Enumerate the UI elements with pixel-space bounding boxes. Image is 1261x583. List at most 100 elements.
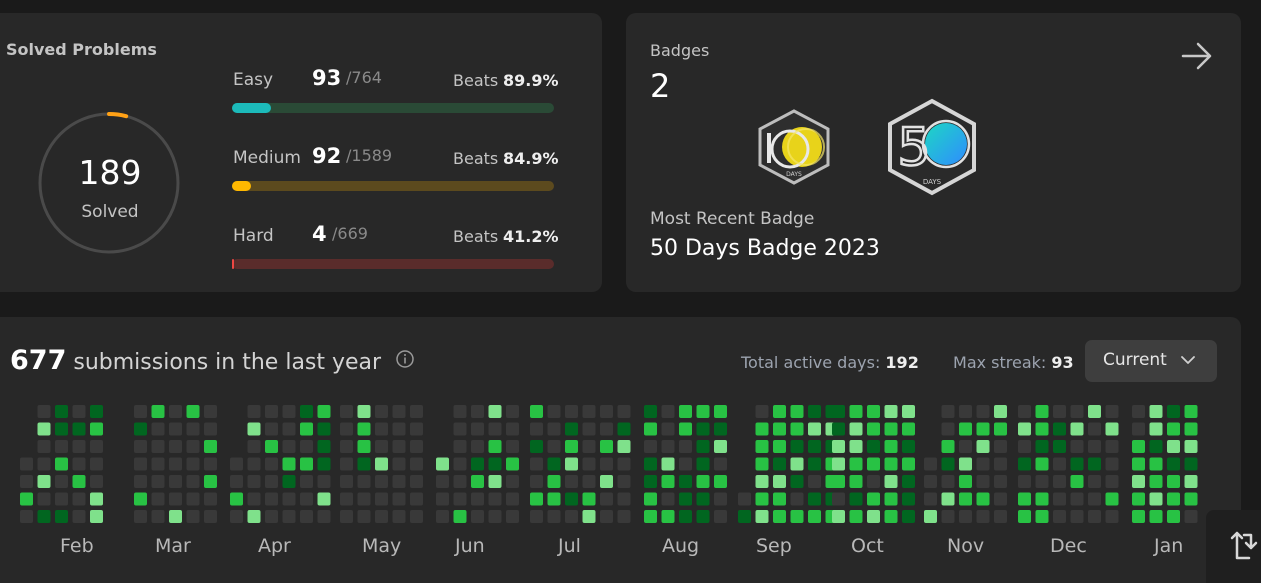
heatmap-day-cell[interactable] — [1053, 440, 1066, 453]
heatmap-day-cell[interactable] — [547, 492, 561, 506]
heatmap-day-cell[interactable] — [808, 405, 821, 418]
heatmap-day-cell[interactable] — [884, 422, 898, 436]
heatmap-day-cell[interactable] — [410, 440, 423, 453]
heatmap-day-cell[interactable] — [790, 457, 804, 471]
heatmap-day-cell[interactable] — [1105, 457, 1119, 471]
heatmap-day-cell[interactable] — [247, 492, 261, 506]
heatmap-day-cell[interactable] — [282, 440, 296, 453]
heatmap-day-cell[interactable] — [976, 492, 990, 506]
heatmap-day-cell[interactable] — [582, 405, 596, 418]
heatmap-day-cell[interactable] — [582, 440, 596, 453]
heatmap-day-cell[interactable] — [488, 405, 502, 418]
heatmap-day-cell[interactable] — [55, 405, 68, 418]
heatmap-day-cell[interactable] — [1035, 457, 1049, 471]
heatmap-day-cell[interactable] — [1132, 440, 1145, 453]
heatmap-day-cell[interactable] — [1070, 492, 1084, 506]
heatmap-day-cell[interactable] — [941, 475, 955, 488]
heatmap-day-cell[interactable] — [186, 440, 200, 453]
heatmap-day-cell[interactable] — [582, 422, 596, 436]
heatmap-day-cell[interactable] — [357, 475, 371, 488]
heatmap-day-cell[interactable] — [1184, 492, 1198, 506]
heatmap-day-cell[interactable] — [1167, 422, 1180, 436]
heatmap-day-cell[interactable] — [300, 422, 313, 436]
heatmap-day-cell[interactable] — [471, 440, 484, 453]
heatmap-day-cell[interactable] — [204, 492, 217, 506]
50-days-badge-icon[interactable]: 5 DAYS — [882, 97, 982, 197]
heatmap-day-cell[interactable] — [808, 492, 821, 506]
heatmap-day-cell[interactable] — [317, 440, 331, 453]
heatmap-day-cell[interactable] — [488, 457, 502, 471]
heatmap-day-cell[interactable] — [55, 440, 68, 453]
info-icon[interactable] — [396, 350, 414, 368]
heatmap-day-cell[interactable] — [410, 492, 423, 506]
heatmap-day-cell[interactable] — [134, 510, 147, 523]
heatmap-day-cell[interactable] — [375, 457, 388, 471]
heatmap-day-cell[interactable] — [169, 405, 182, 418]
heatmap-day-cell[interactable] — [1018, 510, 1031, 523]
heatmap-day-cell[interactable] — [300, 475, 313, 488]
heatmap-day-cell[interactable] — [832, 475, 845, 488]
heatmap-day-cell[interactable] — [1132, 492, 1145, 506]
heatmap-day-cell[interactable] — [565, 405, 578, 418]
heatmap-day-cell[interactable] — [375, 405, 388, 418]
heatmap-day-cell[interactable] — [1070, 440, 1084, 453]
heatmap-day-cell[interactable] — [300, 492, 313, 506]
heatmap-day-cell[interactable] — [1149, 510, 1163, 523]
heatmap-day-cell[interactable] — [808, 422, 821, 436]
heatmap-day-cell[interactable] — [72, 440, 86, 453]
heatmap-day-cell[interactable] — [1088, 492, 1101, 506]
heatmap-day-cell[interactable] — [151, 457, 165, 471]
heatmap-day-cell[interactable] — [1167, 475, 1180, 488]
heatmap-day-cell[interactable] — [1184, 510, 1198, 523]
heatmap-day-cell[interactable] — [340, 492, 353, 506]
heatmap-day-cell[interactable] — [582, 492, 596, 506]
heatmap-day-cell[interactable] — [471, 405, 484, 418]
heatmap-day-cell[interactable] — [679, 492, 692, 506]
heatmap-day-cell[interactable] — [1132, 510, 1145, 523]
heatmap-day-cell[interactable] — [436, 510, 449, 523]
heatmap-day-cell[interactable] — [282, 405, 296, 418]
heatmap-day-cell[interactable] — [90, 440, 103, 453]
heatmap-day-cell[interactable] — [600, 510, 613, 523]
heatmap-day-cell[interactable] — [661, 457, 675, 471]
heatmap-day-cell[interactable] — [773, 457, 786, 471]
year-dropdown[interactable]: Current — [1085, 340, 1217, 382]
heatmap-day-cell[interactable] — [1167, 405, 1180, 418]
heatmap-day-cell[interactable] — [410, 422, 423, 436]
heatmap-day-cell[interactable] — [547, 475, 561, 488]
heatmap-day-cell[interactable] — [186, 422, 200, 436]
heatmap-day-cell[interactable] — [1088, 405, 1101, 418]
heatmap-day-cell[interactable] — [902, 422, 915, 436]
heatmap-day-cell[interactable] — [134, 475, 147, 488]
heatmap-day-cell[interactable] — [186, 475, 200, 488]
heatmap-day-cell[interactable] — [679, 457, 692, 471]
heatmap-day-cell[interactable] — [392, 475, 406, 488]
heatmap-day-cell[interactable] — [247, 475, 261, 488]
heatmap-day-cell[interactable] — [37, 510, 51, 523]
heatmap-day-cell[interactable] — [169, 457, 182, 471]
heatmap-day-cell[interactable] — [72, 475, 86, 488]
heatmap-day-cell[interactable] — [151, 510, 165, 523]
heatmap-day-cell[interactable] — [72, 405, 86, 418]
heatmap-day-cell[interactable] — [1035, 492, 1049, 506]
heatmap-day-cell[interactable] — [1167, 510, 1180, 523]
heatmap-day-cell[interactable] — [902, 475, 915, 488]
heatmap-day-cell[interactable] — [471, 510, 484, 523]
heatmap-day-cell[interactable] — [1070, 475, 1084, 488]
heatmap-day-cell[interactable] — [1018, 475, 1031, 488]
heatmap-day-cell[interactable] — [994, 440, 1007, 453]
heatmap-day-cell[interactable] — [884, 475, 898, 488]
heatmap-day-cell[interactable] — [867, 510, 880, 523]
heatmap-day-cell[interactable] — [755, 440, 769, 453]
heatmap-day-cell[interactable] — [169, 440, 182, 453]
heatmap-day-cell[interactable] — [790, 475, 804, 488]
heatmap-day-cell[interactable] — [72, 422, 86, 436]
heatmap-day-cell[interactable] — [392, 492, 406, 506]
heatmap-day-cell[interactable] — [565, 492, 578, 506]
heatmap-day-cell[interactable] — [959, 457, 972, 471]
heatmap-day-cell[interactable] — [679, 510, 692, 523]
heatmap-day-cell[interactable] — [808, 440, 821, 453]
heatmap-day-cell[interactable] — [530, 440, 543, 453]
heatmap-day-cell[interactable] — [679, 440, 692, 453]
heatmap-day-cell[interactable] — [738, 492, 751, 506]
